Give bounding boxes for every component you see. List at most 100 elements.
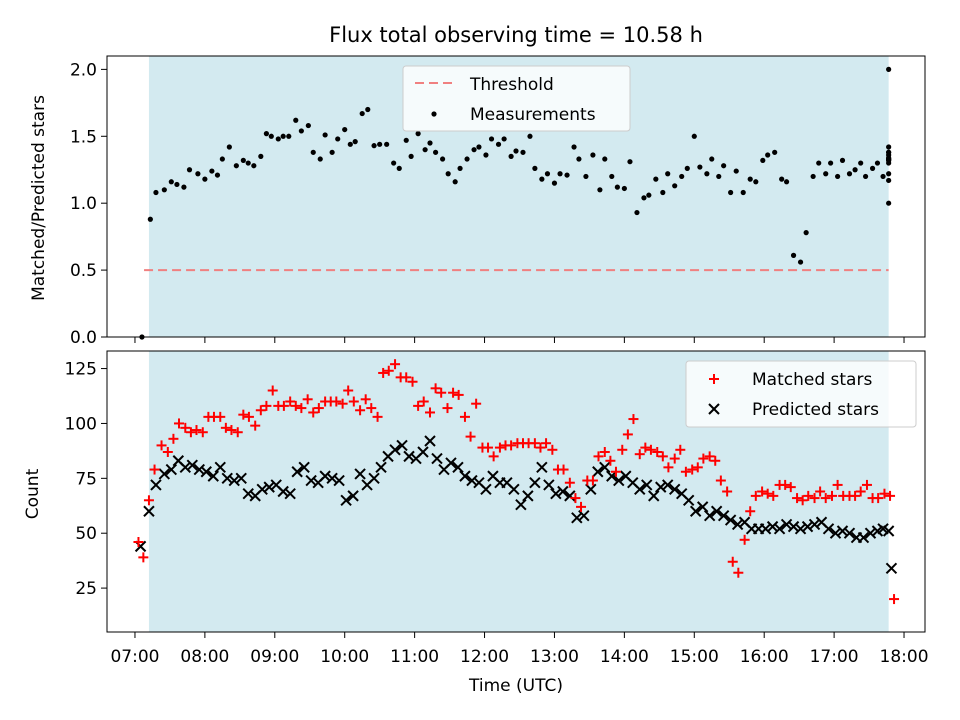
measurement-point (828, 160, 834, 166)
measurement-point (240, 157, 246, 163)
predicted-star-point (452, 461, 464, 474)
predicted-star-point (808, 518, 821, 531)
measurement-point (439, 156, 446, 162)
matched-star-point (704, 451, 715, 462)
measurement-point (209, 168, 215, 174)
matched-star-point (360, 394, 371, 405)
measurement-point (597, 187, 603, 193)
predicted-star-point (298, 461, 310, 474)
measurement-point (233, 163, 239, 169)
measurement-point (660, 189, 666, 196)
measurement-point (501, 136, 507, 142)
predicted-star-point (662, 479, 674, 491)
matched-star-point (715, 475, 726, 486)
x-tick-label: 18:00 (880, 647, 929, 667)
measurement-point (551, 180, 558, 186)
predicted-star-point (277, 485, 289, 498)
predicted-star-point (150, 479, 162, 491)
matched-star-point (885, 490, 896, 501)
predicted-star-point (291, 466, 303, 478)
matched-star-point (757, 486, 768, 497)
matched-star-point (558, 464, 569, 475)
predicted-star-point (710, 505, 723, 517)
matched-star-point (628, 414, 639, 425)
predicted-star-point (305, 474, 317, 487)
matched-star-point (663, 462, 674, 473)
matched-star-point (792, 493, 803, 504)
measurement-point (797, 259, 804, 265)
predicted-star-point (668, 483, 681, 496)
predicted-stars-points (134, 435, 898, 575)
matched-star-point (768, 490, 779, 501)
matched-star-point (488, 451, 499, 462)
measurement-point (214, 172, 221, 178)
predicted-star-point (794, 523, 807, 535)
matched-star-point (261, 400, 272, 411)
measurement-point (583, 173, 589, 180)
predicted-star-point (592, 466, 604, 478)
measurement-points (139, 66, 892, 340)
measurement-point (602, 156, 608, 162)
matched-star-point (587, 475, 598, 486)
predicted-star-point (508, 483, 520, 496)
matched-star-point (442, 403, 453, 414)
measurement-point (377, 141, 383, 147)
predicted-star-point (717, 509, 730, 522)
matched-star-point (296, 403, 307, 414)
matched-star-point (401, 372, 412, 383)
matched-star-point (337, 398, 348, 409)
matched-star-point (861, 479, 872, 490)
matched-star-point (143, 495, 154, 506)
predicted-star-point (221, 472, 233, 485)
predicted-star-point (165, 463, 178, 476)
measurement-point (396, 165, 402, 171)
matched-star-point (564, 477, 575, 488)
matched-star-point (820, 493, 831, 504)
matched-star-point (267, 385, 278, 396)
x-tick-label: 12:00 (460, 647, 509, 667)
predicted-star-point (256, 483, 268, 496)
measurement-point (415, 131, 421, 137)
predicted-star-point (822, 523, 835, 535)
measurement-point (408, 153, 414, 159)
legend-threshold-label: Threshold (469, 75, 554, 95)
matched-stars-points (133, 359, 900, 605)
matched-star-point (698, 453, 709, 464)
measurement-point (646, 192, 652, 198)
measurement-point (852, 167, 858, 173)
measurement-point (539, 176, 545, 182)
measurement-point (679, 173, 685, 180)
x-tick-label: 07:00 (110, 647, 159, 667)
matched-star-point (418, 396, 429, 407)
matched-star-point (378, 367, 389, 378)
measurement-point (251, 163, 257, 169)
predicted-star-point (648, 490, 660, 502)
count-y-tick-label: 125 (65, 360, 97, 380)
matched-star-point (709, 374, 719, 384)
measurement-point (634, 209, 640, 216)
matched-star-point (809, 493, 820, 504)
predicted-star-point (773, 523, 786, 535)
predicted-star-point (557, 485, 569, 498)
measurement-point (329, 149, 335, 155)
measurement-point (293, 117, 299, 123)
matched-star-point (657, 451, 668, 462)
measurement-point (747, 176, 753, 182)
matched-star-point (290, 400, 301, 411)
matched-star-point (640, 442, 651, 453)
measurement-point (186, 167, 193, 173)
measurement-point (672, 183, 678, 189)
matched-star-point (138, 552, 149, 563)
matched-star-point (168, 433, 179, 444)
predicted-star-point (864, 527, 877, 539)
predicted-star-point (766, 520, 779, 533)
predicted-star-point (571, 512, 583, 524)
measurement-point (352, 139, 358, 145)
matched-star-point (483, 442, 494, 453)
measurement-point (464, 156, 470, 162)
x-tick-label: 15:00 (670, 647, 719, 667)
matched-star-point (506, 440, 517, 451)
measurement-point (527, 133, 533, 139)
predicted-star-point (158, 468, 171, 480)
matched-star-point (156, 440, 167, 451)
